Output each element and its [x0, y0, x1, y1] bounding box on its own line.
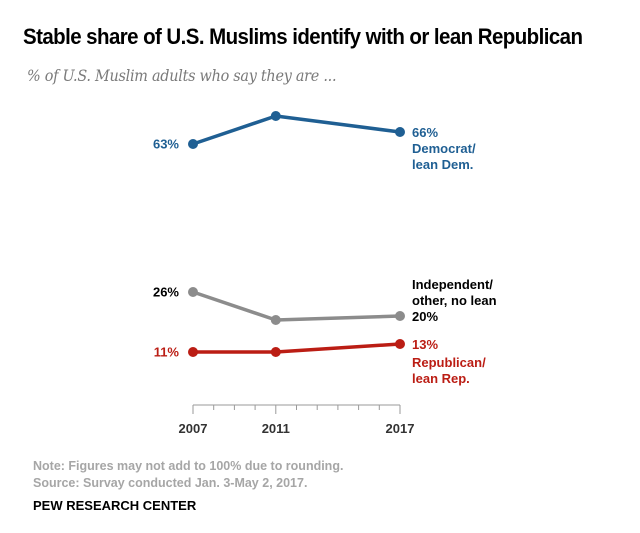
data-point: [188, 287, 198, 297]
data-point: [395, 339, 405, 349]
series-line: [192, 114, 401, 146]
series-label: Independent/: [412, 277, 493, 292]
data-point: [270, 111, 281, 121]
data-point: [395, 311, 405, 321]
x-tick-label: 2017: [386, 421, 415, 436]
note-text: Note: Figures may not add to 100% due to…: [33, 459, 344, 473]
chart-subtitle: % of U.S. Muslim adults who say they are…: [27, 66, 337, 85]
series-label: Republican/: [412, 355, 486, 370]
x-tick-label: 2007: [179, 421, 208, 436]
series-label: lean Dem.: [412, 157, 473, 172]
data-point: [270, 315, 281, 325]
series-label: other, no lean: [412, 293, 497, 308]
data-label: 63%: [153, 137, 179, 152]
data-label: 26%: [153, 285, 179, 300]
series-line: [193, 342, 401, 354]
data-point: [188, 139, 198, 149]
labels-group: 63% 26% 11% 66%Democrat/lean Dem. Independen…: [153, 125, 497, 386]
source-text: Source: Survay conducted Jan. 3-May 2, 2…: [33, 476, 308, 490]
data-label: 11%: [154, 345, 180, 360]
series-label: lean Rep.: [412, 371, 470, 386]
chart-notes: Note: Figures may not add to 100% due to…: [33, 458, 343, 492]
series-line: [192, 290, 401, 322]
series-group: [188, 111, 405, 357]
chart-title: Stable share of U.S. Muslims identify wi…: [23, 24, 583, 49]
data-point: [270, 347, 281, 357]
data-label: 13%: [412, 337, 438, 352]
data-label: 66%: [412, 125, 438, 140]
series-label: Democrat/: [412, 141, 476, 156]
data-point: [188, 347, 198, 357]
data-point: [395, 127, 405, 137]
x-axis: 2007 2011 2017: [179, 404, 415, 436]
brand-logo-text: PEW RESEARCH CENTER: [33, 498, 197, 513]
data-label: 20%: [412, 309, 438, 324]
x-tick-label: 2011: [262, 421, 290, 436]
